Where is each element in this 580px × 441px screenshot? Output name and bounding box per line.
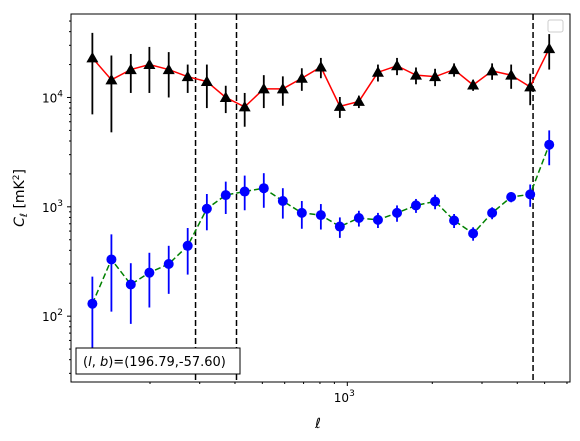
data-point-circle [315, 210, 326, 221]
data-point-triangle [238, 100, 251, 112]
data-point-triangle [391, 59, 404, 71]
axis-ticks: 102 103 104 103 [42, 20, 568, 405]
data-point-triangle [86, 51, 99, 63]
data-point-circle [353, 213, 364, 224]
y-axis-label: Cℓ [mK2] [12, 169, 30, 227]
data-point-circle [163, 258, 174, 269]
data-point-circle [544, 139, 555, 150]
data-point-triangle [371, 66, 384, 77]
data-point-circle [106, 254, 117, 265]
data-point-triangle [448, 63, 461, 75]
data-point-circle [525, 189, 536, 200]
data-point-triangle [543, 42, 556, 54]
y-tick-label: 104 [42, 89, 63, 105]
data-point-circle [258, 183, 269, 194]
data-point-triangle [181, 70, 194, 82]
data-point-circle [87, 298, 98, 309]
data-point-circle [220, 190, 231, 201]
data-point-triangle [486, 64, 499, 76]
data-point-circle [201, 203, 212, 214]
data-point-circle [506, 191, 517, 202]
data-point-circle [392, 207, 403, 218]
legend-box [547, 19, 564, 33]
data-point-circle [372, 214, 383, 225]
data-point-circle [468, 228, 479, 239]
annotation-box [75, 347, 241, 375]
data-point-triangle [162, 63, 175, 75]
data-point-triangle [524, 80, 537, 92]
data-point-circle [296, 207, 307, 218]
data-point-circle [277, 196, 288, 207]
data-point-triangle [143, 58, 156, 70]
data-point-triangle [257, 82, 270, 94]
plot-area [86, 14, 556, 382]
data-point-circle [182, 240, 193, 251]
data-point-circle [239, 186, 250, 197]
data-point-triangle [314, 60, 327, 72]
data-point-triangle [505, 69, 518, 80]
data-point-triangle [124, 63, 137, 75]
data-point-triangle [352, 95, 365, 106]
data-point-triangle [467, 79, 480, 90]
x-tick-label: 103 [334, 389, 355, 405]
data-point-triangle [429, 70, 442, 82]
y-tick-label: 102 [42, 308, 63, 324]
data-point-circle [430, 196, 441, 207]
y-tick-label: 103 [42, 199, 63, 215]
data-point-triangle [333, 100, 346, 111]
x-axis-label: ℓ [314, 416, 321, 432]
data-point-circle [449, 215, 460, 226]
coordinate-annotation: (l, b)=(196.79,-57.60) [75, 347, 241, 375]
data-point-circle [144, 267, 155, 278]
data-point-circle [410, 200, 421, 211]
data-point-triangle [276, 82, 289, 94]
data-point-triangle [200, 75, 213, 86]
data-point-triangle [409, 69, 422, 80]
data-point-circle [334, 221, 345, 232]
axes-frame [70, 13, 571, 383]
data-point-triangle [105, 73, 118, 85]
data-point-circle [125, 279, 136, 290]
data-point-triangle [219, 91, 232, 102]
data-point-circle [487, 207, 498, 218]
annotation-text: (l, b)=(196.79,-57.60) [83, 355, 226, 370]
data-point-triangle [295, 72, 308, 83]
